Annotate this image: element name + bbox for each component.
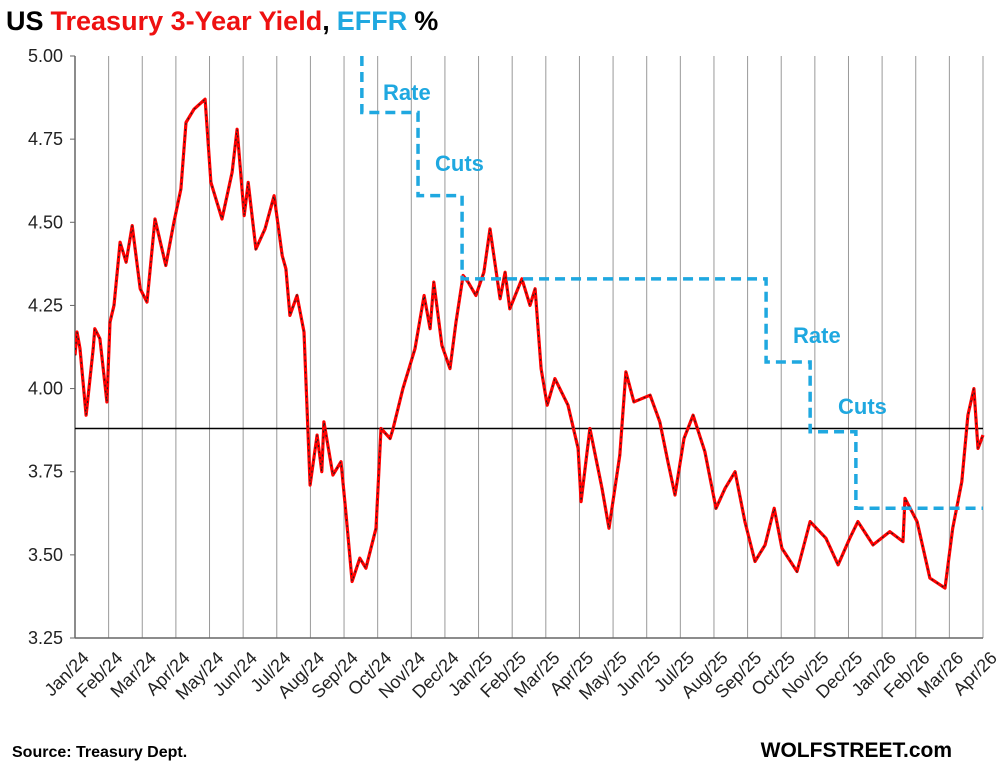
- chart-title: US Treasury 3-Year Yield, EFFR%: [6, 6, 438, 36]
- effr-line: [360, 56, 983, 511]
- y-tick-label: 3.50: [28, 545, 63, 565]
- credit: WOLFSTREET.com: [761, 739, 952, 762]
- title-part: ,: [322, 6, 330, 36]
- source: Source: Treasury Dept.: [12, 744, 187, 761]
- y-tick-label: 4.75: [28, 129, 63, 149]
- title-part: %: [414, 6, 438, 36]
- y-tick-label: 5.00: [28, 46, 63, 66]
- annotation: Cuts: [435, 151, 484, 176]
- title-part: EFFR: [337, 6, 408, 36]
- yield-line: [75, 97, 985, 590]
- annotation: Rate: [383, 80, 431, 105]
- annotation: Rate: [793, 323, 841, 348]
- title-part: US: [6, 6, 44, 36]
- annotation: Cuts: [838, 394, 887, 419]
- y-tick-label: 4.50: [28, 212, 63, 232]
- y-tick-label: 3.25: [28, 628, 63, 648]
- title-part: Treasury 3-Year Yield: [51, 6, 323, 36]
- plot-area: [75, 56, 985, 590]
- y-tick-label: 4.25: [28, 295, 63, 315]
- y-tick-label: 3.75: [28, 462, 63, 482]
- y-tick-label: 4.00: [28, 379, 63, 399]
